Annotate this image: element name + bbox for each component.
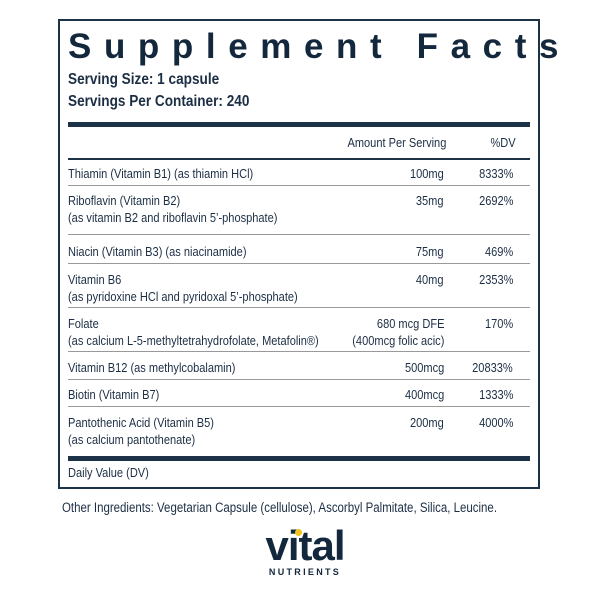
- row-divider: [68, 263, 530, 264]
- nutrient-dv: 170%: [484, 316, 513, 331]
- row-divider: [68, 185, 530, 186]
- nutrient-amount: 680 mcg DFE: [376, 316, 444, 331]
- other-ingredients: Other Ingredients: Vegetarian Capsule (c…: [62, 500, 498, 515]
- nutrient-dv: 2353%: [478, 272, 513, 287]
- nutrient-dv: 469%: [484, 244, 513, 259]
- row-divider: [68, 351, 530, 352]
- header-amount: Amount Per Serving: [347, 135, 446, 150]
- nutrient-source: (as calcium pantothenate): [68, 432, 196, 447]
- nutrient-dv: 8333%: [478, 166, 513, 181]
- sun-icon: [295, 529, 302, 536]
- nutrient-source: (as vitamin B2 and riboflavin 5’-phospha…: [68, 210, 278, 225]
- nutrient-name: Vitamin B6: [68, 272, 122, 287]
- nutrient-amount-note: (400mcg folic acic): [351, 333, 444, 348]
- footnote: Daily Value (DV): [68, 465, 149, 480]
- servings-per-container: Servings Per Container: 240: [68, 93, 250, 110]
- nutrient-amount: 75mg: [416, 244, 444, 259]
- nutrient-dv: 20833%: [472, 360, 513, 375]
- nutrient-amount: 200mg: [410, 415, 444, 430]
- nutrient-dv: 2692%: [478, 193, 513, 208]
- nutrient-source: (as calcium L-5-methyltetrahydrofolate, …: [68, 333, 319, 348]
- nutrient-amount: 35mg: [416, 193, 444, 208]
- nutrient-name: Riboflavin (Vitamin B2): [68, 193, 181, 208]
- nutrient-amount: 100mg: [410, 166, 444, 181]
- nutrient-name: Folate: [68, 316, 99, 331]
- nutrient-source: (as pyridoxine HCl and pyridoxal 5’-phos…: [68, 289, 298, 304]
- divider-thick: [68, 122, 530, 127]
- header-dv: %DV: [490, 135, 516, 150]
- divider: [68, 158, 530, 160]
- divider-thick: [68, 456, 530, 461]
- row-divider: [68, 234, 530, 235]
- row-divider: [68, 379, 530, 380]
- row-divider: [68, 307, 530, 308]
- nutrient-name: Thiamin (Vitamin B1) (as thiamin HCl): [68, 166, 254, 181]
- supplement-facts-panel: Supplement Facts Serving Size: 1 capsule…: [58, 19, 558, 489]
- nutrient-amount: 40mg: [416, 272, 444, 287]
- nutrient-amount: 500mcg: [404, 360, 444, 375]
- nutrient-dv: 1333%: [478, 387, 513, 402]
- nutrient-name: Niacin (Vitamin B3) (as niacinamide): [68, 244, 247, 259]
- nutrient-amount: 400mcg: [404, 387, 444, 402]
- row-divider: [68, 406, 530, 407]
- nutrient-name: Biotin (Vitamin B7): [68, 387, 160, 402]
- nutrient-name: Vitamin B12 (as methylcobalamin): [68, 360, 236, 375]
- nutrient-name: Pantothenic Acid (Vitamin B5): [68, 415, 214, 430]
- serving-size: Serving Size: 1 capsule: [68, 71, 220, 88]
- panel-title: Supplement Facts: [68, 27, 572, 66]
- brand-logo: vital NUTRIENTS: [265, 522, 345, 578]
- nutrient-dv: 4000%: [478, 415, 513, 430]
